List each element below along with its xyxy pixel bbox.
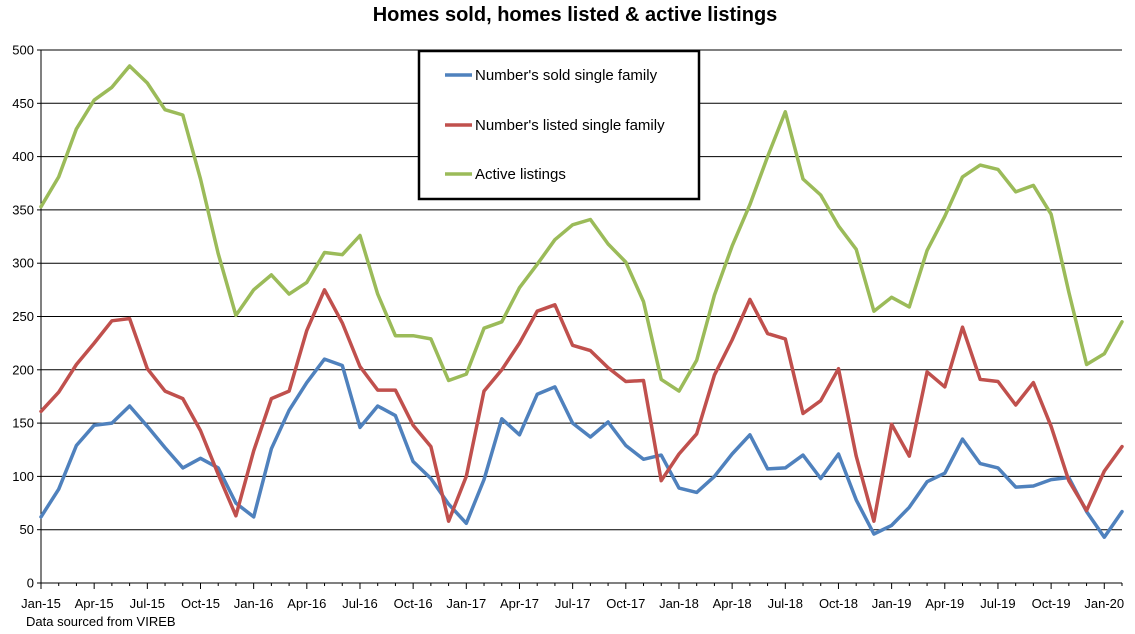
x-tick-label: Jan-20: [1084, 596, 1124, 611]
series-line-2: [39, 288, 1124, 523]
y-tick-label: 500: [12, 43, 34, 58]
x-tick-label: Jul-18: [768, 596, 803, 611]
x-tick-label: Apr-18: [713, 596, 752, 611]
x-tick-label: Jan-18: [659, 596, 699, 611]
series-line-3: [39, 64, 1124, 393]
y-tick-label: 0: [27, 576, 34, 591]
x-tick-label: Oct-18: [819, 596, 858, 611]
legend-label: Number's sold single family: [475, 67, 658, 84]
x-tick-label: Jan-19: [872, 596, 912, 611]
y-tick-label: 450: [12, 96, 34, 111]
series-line-1: [39, 357, 1124, 539]
y-axis-tick-labels: 0 50 100 150 200 250 300 350 400 450 500: [12, 43, 34, 591]
x-tick-label: Oct-16: [394, 596, 433, 611]
axes: [37, 49, 1123, 589]
x-tick-label: Jul-17: [555, 596, 590, 611]
x-tick-label: Apr-16: [287, 596, 326, 611]
legend-label: Number's listed single family: [475, 117, 665, 134]
y-tick-label: 400: [12, 149, 34, 164]
legend: Number's sold single family Number's list…: [417, 49, 701, 201]
x-tick-label: Apr-17: [500, 596, 539, 611]
x-tick-label: Jan-17: [446, 596, 486, 611]
y-tick-label: 200: [12, 362, 34, 377]
x-tick-label: Oct-15: [181, 596, 220, 611]
x-axis-tick-labels: Jan-15 Apr-15 Jul-15 Oct-15 Jan-16 Apr-16 Jul-…: [21, 596, 1124, 611]
x-tick-label: Jan-15: [21, 596, 61, 611]
series-lines: [39, 64, 1124, 539]
source-note: Data sourced from VIREB: [26, 614, 176, 629]
x-tick-label: Jan-16: [234, 596, 274, 611]
y-tick-label: 250: [12, 309, 34, 324]
chart-title: Homes sold, homes listed & active listin…: [372, 4, 778, 26]
y-tick-label: 50: [20, 522, 34, 537]
x-tick-label: Jul-15: [130, 596, 165, 611]
x-tick-label: Jul-16: [342, 596, 377, 611]
y-tick-label: 350: [12, 202, 34, 217]
legend-label: Active listings: [475, 166, 566, 183]
x-tick-label: Oct-17: [606, 596, 645, 611]
x-tick-label: Apr-15: [75, 596, 114, 611]
x-tick-label: Jul-19: [980, 596, 1015, 611]
y-tick-label: 100: [12, 469, 34, 484]
x-tick-label: Oct-19: [1032, 596, 1071, 611]
y-tick-label: 150: [12, 416, 34, 431]
y-tick-label: 300: [12, 256, 34, 271]
x-tick-label: Apr-19: [925, 596, 964, 611]
